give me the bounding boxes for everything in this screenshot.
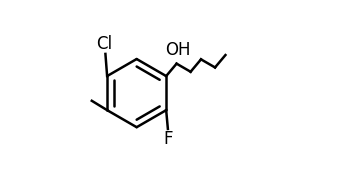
Text: F: F	[163, 130, 173, 148]
Text: OH: OH	[166, 41, 191, 59]
Text: Cl: Cl	[96, 35, 112, 53]
